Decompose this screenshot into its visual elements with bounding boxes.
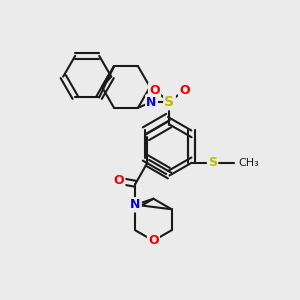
Text: O: O	[148, 234, 159, 247]
Text: S: S	[164, 95, 175, 109]
Text: CH₃: CH₃	[238, 158, 259, 168]
Text: O: O	[179, 83, 190, 97]
Text: S: S	[208, 156, 217, 169]
Text: O: O	[114, 174, 124, 187]
Text: N: N	[146, 95, 157, 109]
Text: N: N	[130, 198, 141, 211]
Text: O: O	[149, 83, 160, 97]
